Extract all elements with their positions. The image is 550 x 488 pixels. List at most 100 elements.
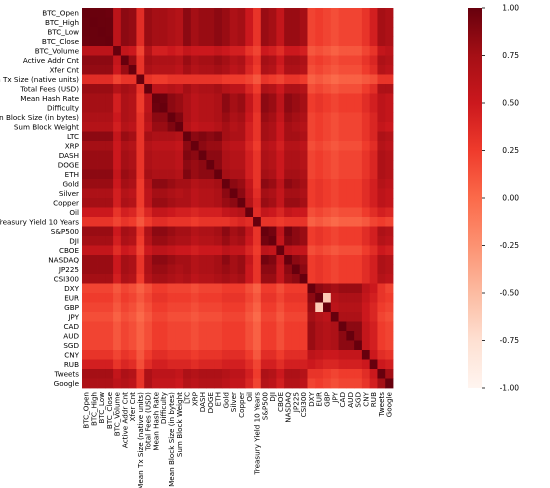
heatmap-cell <box>315 103 324 113</box>
heatmap-cell <box>89 93 98 104</box>
heatmap-cell <box>307 112 316 123</box>
heatmap-cell <box>377 226 386 237</box>
heatmap-cell <box>144 255 153 265</box>
heatmap-cell <box>385 198 394 208</box>
heatmap-cell <box>323 84 332 94</box>
x-tick-label: Oil <box>245 392 254 402</box>
heatmap-cell <box>260 302 270 313</box>
heatmap-cell <box>377 74 386 85</box>
heatmap-cell <box>167 198 176 208</box>
heatmap-cell <box>338 93 347 104</box>
heatmap-cell <box>299 17 308 28</box>
heatmap-cell <box>105 350 114 360</box>
heatmap-cell <box>144 131 153 142</box>
heatmap-cell <box>151 293 161 303</box>
heatmap-cell <box>190 84 200 94</box>
heatmap-cell <box>268 131 277 142</box>
heatmap-cell <box>299 331 308 341</box>
heatmap-cell <box>377 46 386 56</box>
heatmap-cell <box>105 74 114 85</box>
heatmap-cell <box>82 179 91 189</box>
heatmap-cell <box>338 217 347 227</box>
heatmap-cell <box>330 8 339 18</box>
heatmap-cell <box>190 312 200 322</box>
heatmap-cell <box>198 217 207 227</box>
heatmap-cell <box>198 141 207 151</box>
heatmap-cell <box>361 331 371 341</box>
heatmap-cell <box>128 169 137 180</box>
heatmap-cell <box>291 321 301 332</box>
heatmap-cell <box>338 236 347 246</box>
heatmap-cell <box>253 36 262 47</box>
heatmap-cell <box>206 36 215 47</box>
heatmap-cell <box>97 46 106 56</box>
heatmap-cell <box>167 293 176 303</box>
heatmap-cell <box>167 378 176 389</box>
heatmap-cell <box>245 93 254 104</box>
heatmap-cell <box>377 8 386 18</box>
heatmap-cell <box>377 321 386 332</box>
y-tick-label: S&P500 <box>51 227 80 236</box>
heatmap-cell <box>159 226 168 237</box>
heatmap-cell <box>260 378 270 389</box>
heatmap-cell <box>97 293 106 303</box>
heatmap-cell <box>323 93 332 104</box>
heatmap-cell <box>105 369 114 379</box>
heatmap-cell <box>315 131 324 142</box>
heatmap-cell <box>369 93 378 104</box>
heatmap-cell <box>253 198 262 208</box>
heatmap-cell <box>105 188 114 199</box>
x-tick-label: JP225 <box>291 392 300 413</box>
heatmap-cell <box>89 36 98 47</box>
heatmap-cell <box>354 112 363 123</box>
heatmap-cell <box>385 264 394 275</box>
heatmap-cell <box>291 359 301 370</box>
heatmap-cell <box>97 17 106 28</box>
heatmap-cell <box>307 331 316 341</box>
heatmap-cell <box>159 150 168 161</box>
heatmap-cell <box>89 55 98 66</box>
heatmap-cell <box>159 198 168 208</box>
heatmap-cell <box>245 226 254 237</box>
heatmap-cell <box>346 160 355 170</box>
heatmap-cell <box>136 27 145 37</box>
heatmap-cell <box>284 293 293 303</box>
heatmap-cell <box>315 217 324 227</box>
heatmap-cell <box>113 8 122 18</box>
heatmap-cell <box>105 245 114 256</box>
heatmap-cell <box>291 331 301 341</box>
heatmap-cell <box>82 302 91 313</box>
heatmap-cell <box>361 84 371 94</box>
heatmap-cell <box>128 84 137 94</box>
heatmap-cell <box>323 198 332 208</box>
y-tick-label: DASH <box>59 151 79 160</box>
heatmap-cell <box>167 122 176 132</box>
heatmap-cell <box>237 236 246 246</box>
heatmap-cell <box>361 179 371 189</box>
heatmap-cell <box>97 141 106 151</box>
heatmap-cell <box>284 131 293 142</box>
heatmap-cell <box>175 141 184 151</box>
heatmap-cell <box>361 378 371 389</box>
heatmap-cell <box>82 236 91 246</box>
heatmap-cell <box>105 255 114 265</box>
heatmap-cell <box>229 264 238 275</box>
heatmap-cell <box>237 293 246 303</box>
heatmap-cell <box>330 103 339 113</box>
heatmap-cell <box>338 264 347 275</box>
heatmap-cell <box>214 55 223 66</box>
heatmap-cell <box>377 122 386 132</box>
heatmap-cell <box>82 112 91 123</box>
y-axis-tick-labels: BTC_OpenBTC_HighBTC_LowBTC_CloseBTC_Volu… <box>0 8 80 388</box>
heatmap-cell <box>369 264 378 275</box>
heatmap-cell <box>113 160 122 170</box>
x-tick-label: CBOE <box>276 392 285 412</box>
heatmap-cell <box>89 122 98 132</box>
heatmap-cell <box>323 27 332 37</box>
heatmap-cell <box>128 188 137 199</box>
heatmap-cell <box>229 17 238 28</box>
heatmap-cell <box>183 55 192 66</box>
heatmap-cell <box>291 17 301 28</box>
heatmap-cell <box>291 378 301 389</box>
heatmap-cell <box>206 236 215 246</box>
